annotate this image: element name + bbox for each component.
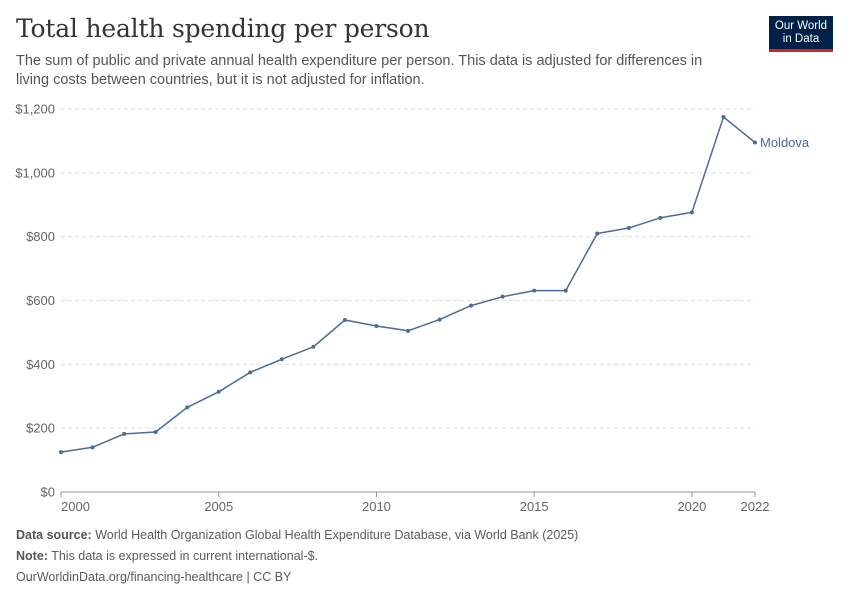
- data-point[interactable]: [563, 288, 568, 293]
- data-point[interactable]: [342, 317, 347, 322]
- axis-layer: $0 $200 $400 $600 $800 $1,000 $1,200 2000 2005 20…: [15, 102, 769, 515]
- chart-note: Note: This data is expressed in current …: [16, 549, 318, 563]
- logo-line-2: in Data: [782, 33, 820, 45]
- footer-link[interactable]: OurWorldinData.org/financing-healthcare …: [16, 570, 292, 584]
- grid-layer: [61, 108, 755, 429]
- x-tick-label: 2015: [520, 499, 549, 514]
- data-point[interactable]: [248, 370, 253, 375]
- data-point[interactable]: [689, 210, 694, 215]
- data-point[interactable]: [122, 431, 127, 436]
- data-point[interactable]: [185, 405, 190, 410]
- series-label-moldova[interactable]: Moldova: [760, 135, 810, 150]
- data-point[interactable]: [532, 288, 537, 293]
- data-point[interactable]: [216, 389, 221, 394]
- series-layer: Moldova: [59, 114, 810, 455]
- x-tick-label: 2022: [741, 499, 770, 514]
- data-point[interactable]: [59, 450, 63, 455]
- data-point[interactable]: [311, 344, 316, 349]
- x-tick-label: 2010: [362, 499, 391, 514]
- data-point[interactable]: [753, 140, 757, 145]
- series-line-moldova[interactable]: [60, 116, 756, 453]
- logo-line-1: Our World: [774, 20, 828, 32]
- data-point[interactable]: [500, 294, 505, 299]
- data-point[interactable]: [406, 328, 410, 333]
- note-text: This data is expressed in current intern…: [51, 549, 319, 563]
- data-source: Data source: World Health Organization G…: [16, 528, 578, 542]
- data-source-label: Data source:: [16, 528, 92, 542]
- data-point[interactable]: [153, 429, 158, 434]
- data-point[interactable]: [90, 445, 95, 450]
- data-point[interactable]: [374, 324, 379, 329]
- data-point[interactable]: [721, 114, 726, 119]
- data-point[interactable]: [279, 357, 284, 362]
- y-tick-label: $1,200: [15, 102, 55, 117]
- y-tick-label: $0: [41, 485, 55, 500]
- owid-logo[interactable]: Our World in Data: [769, 16, 833, 52]
- data-point[interactable]: [658, 215, 663, 220]
- data-point[interactable]: [595, 231, 600, 236]
- data-point[interactable]: [437, 317, 442, 322]
- y-tick-label: $1,000: [15, 165, 55, 180]
- data-point[interactable]: [626, 226, 631, 231]
- x-tick-label: 2005: [204, 499, 233, 514]
- y-tick-label: $600: [26, 293, 55, 308]
- x-tick-label: 2000: [61, 499, 90, 514]
- y-tick-label: $800: [26, 229, 55, 244]
- x-tick-label: 2020: [677, 499, 706, 514]
- data-source-text: World Health Organization Global Health …: [95, 528, 579, 542]
- y-tick-label: $400: [26, 357, 55, 372]
- note-label: Note:: [16, 549, 48, 563]
- chart-subtitle: The sum of public and private annual hea…: [16, 53, 703, 88]
- data-point[interactable]: [469, 303, 474, 308]
- y-tick-label: $200: [26, 421, 55, 436]
- chart-title: Total health spending per person: [16, 14, 430, 43]
